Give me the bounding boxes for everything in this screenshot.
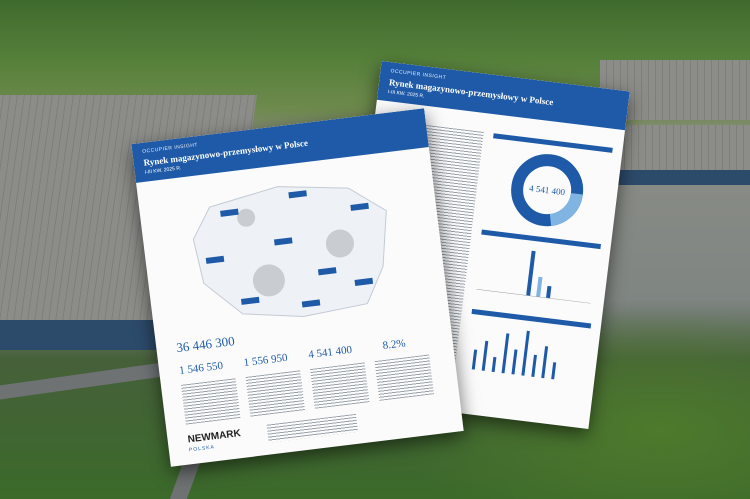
- bar: [526, 250, 536, 296]
- report-page-back: OCCUPIER INSIGHT Rynek magazynowo-przemy…: [340, 61, 630, 429]
- body-text: [310, 362, 370, 409]
- map-bubble: [237, 208, 256, 227]
- bar-chart: [471, 330, 557, 380]
- warehouse-wall: [590, 170, 750, 185]
- stat-value: 8.2%: [382, 337, 407, 352]
- bar: [546, 285, 552, 299]
- contact-text: [266, 413, 359, 443]
- donut-value: 4 541 400: [529, 183, 566, 197]
- donut-segment: [511, 154, 584, 227]
- body-text: [245, 370, 305, 417]
- stat-value: 4 541 400: [307, 343, 353, 362]
- warehouse-wall: [0, 320, 180, 350]
- body-text: [374, 354, 435, 401]
- logo: NEWMARK: [187, 428, 242, 446]
- map-bubble: [325, 229, 354, 258]
- map-bubble: [252, 264, 285, 297]
- donut-chart: 4 541 400: [511, 154, 584, 227]
- stat-value: 1 556 950: [243, 351, 289, 370]
- body-text: [181, 378, 241, 425]
- stat-value: 1 546 550: [178, 359, 224, 377]
- axis: [476, 289, 591, 304]
- logo-sub: POLSKA: [188, 444, 216, 454]
- bar: [536, 276, 543, 298]
- bar-chart: [476, 250, 591, 304]
- stat-value: 36 446 300: [175, 333, 236, 356]
- report-page-front: OCCUPIER INSIGHT Rynek magazynowo-przemy…: [131, 108, 464, 467]
- map: [192, 186, 387, 317]
